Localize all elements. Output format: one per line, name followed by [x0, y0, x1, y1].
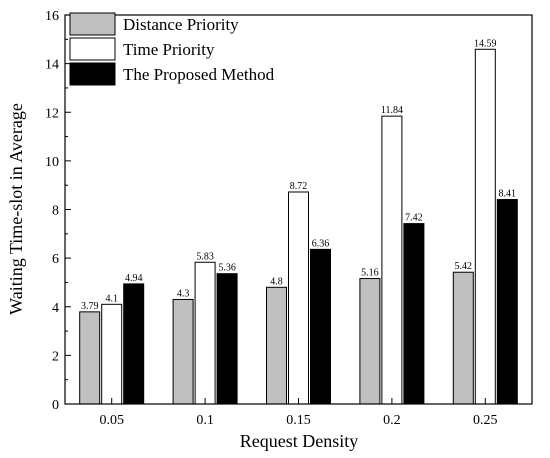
bar-1-0.1	[172, 298, 194, 405]
bar-1-0.15	[266, 286, 287, 405]
data-label-1-0.1: 4.3	[177, 288, 190, 299]
bar-2-0.25	[474, 48, 496, 405]
y-tick-label-4: 4	[52, 301, 59, 316]
data-label-2-0.2: 11.84	[381, 105, 403, 116]
bar-3-0.1	[216, 273, 238, 405]
data-label-3-0.1: 5.36	[218, 263, 236, 274]
data-label-2-0.1: 5.83	[196, 251, 214, 262]
data-label-3-0.05: 4.94	[125, 273, 143, 284]
legend-label-1: Distance Priority	[123, 15, 239, 34]
axes-layer: 0 2 4 6 8 10 12 14 16 0.05 0.1 0.15 0.2 0.25	[45, 9, 533, 428]
x-tick-label-0.15: 0.15	[286, 413, 311, 428]
bar-2-0.05	[101, 303, 123, 405]
x-tick-label-0.1: 0.1	[196, 413, 214, 428]
bar-2-0.2	[381, 115, 403, 405]
bar-3-0.05	[123, 283, 145, 405]
legend-swatch-3	[69, 62, 116, 86]
bar-1-0.2	[359, 278, 381, 405]
data-label-2-0.25: 14.59	[474, 38, 497, 49]
x-axis-title: Request Density	[240, 431, 359, 451]
bar-3-0.15	[310, 248, 331, 405]
bar-3-0.2	[403, 223, 425, 405]
x-tick-label-0.2: 0.2	[383, 413, 401, 428]
y-tick-label-6: 6	[52, 252, 59, 267]
x-tick-label-0.05: 0.05	[99, 413, 124, 428]
bar-2-0.15	[288, 191, 309, 405]
legend-label-3: The Proposed Method	[123, 65, 275, 84]
bar-3-0.25	[496, 199, 518, 405]
y-tick-label-12: 12	[45, 106, 59, 121]
data-label-1-0.25: 5.42	[455, 261, 473, 272]
bars-layer	[79, 48, 518, 405]
y-tick-label-8: 8	[52, 204, 59, 219]
y-axis-title: Waiting Time-slot in Average	[6, 103, 26, 315]
legend-swatch-2	[69, 37, 116, 61]
bar-1-0.25	[452, 271, 474, 405]
legend-swatch-1	[69, 12, 116, 36]
legend: Distance Priority Time Priority The Propos…	[69, 12, 275, 86]
y-tick-label-0: 0	[52, 398, 59, 413]
data-label-3-0.2: 7.42	[405, 213, 423, 224]
bar-1-0.05	[79, 311, 101, 405]
data-labels-layer: 3.79 4.1 4.94 4.3 5.83 5.36 4.8 8.72 6.36 5.16 11.…	[81, 38, 516, 312]
data-label-2-0.15: 8.72	[290, 181, 308, 192]
data-label-1-0.15: 4.8	[270, 276, 283, 287]
legend-label-2: Time Priority	[123, 40, 215, 59]
y-tick-label-14: 14	[45, 58, 59, 73]
data-label-1-0.2: 5.16	[361, 268, 379, 279]
y-tick-label-10: 10	[45, 155, 59, 170]
data-label-3-0.25: 8.41	[499, 189, 517, 200]
y-tick-label-2: 2	[52, 349, 59, 364]
bar-2-0.1	[194, 261, 216, 405]
y-tick-label-16: 16	[45, 9, 59, 24]
x-tick-label-0.25: 0.25	[473, 413, 498, 428]
data-label-3-0.15: 6.36	[312, 238, 330, 249]
data-label-1-0.05: 3.79	[81, 301, 99, 312]
data-label-2-0.05: 4.1	[105, 293, 118, 304]
